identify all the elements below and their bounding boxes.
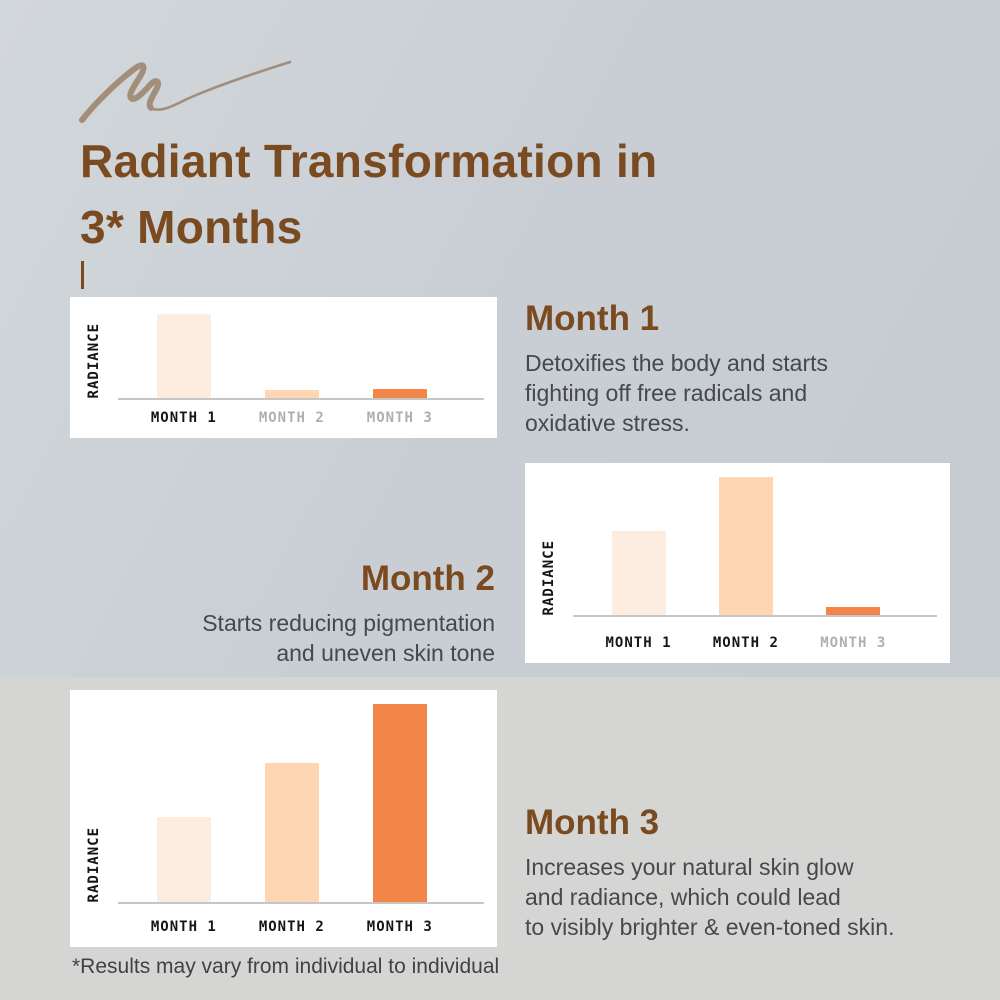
bar-month-2 xyxy=(264,763,319,902)
x-tick-month-2: MONTH 2 xyxy=(712,635,779,651)
x-tick-month-2: MONTH 2 xyxy=(258,919,325,935)
page-title: Radiant Transformation in 3* Months xyxy=(80,128,657,260)
bar-month-2 xyxy=(718,477,773,615)
bar-month-1 xyxy=(156,314,211,398)
description-line: and uneven skin tone xyxy=(276,640,495,666)
title-accent-line xyxy=(81,261,84,289)
x-tick-month-3: MONTH 3 xyxy=(820,635,887,651)
bar-month-3 xyxy=(372,704,427,902)
results-disclaimer: *Results may vary from individual to ind… xyxy=(72,955,500,978)
y-axis-label: RADIANCE xyxy=(541,539,557,615)
x-tick-month-1: MONTH 1 xyxy=(150,919,217,935)
x-tick-month-3: MONTH 3 xyxy=(366,919,433,935)
x-tick-month-1: MONTH 1 xyxy=(605,635,672,651)
month-2-description: Starts reducing pigmentation and uneven s… xyxy=(55,608,495,668)
x-tick-month-2: MONTH 2 xyxy=(258,410,325,426)
month-1-heading: Month 1 xyxy=(525,299,660,338)
description-line: Increases your natural skin glow xyxy=(525,854,854,880)
month-2-heading: Month 2 xyxy=(360,559,495,598)
bar-month-3 xyxy=(826,607,881,615)
bar-month-2 xyxy=(264,390,319,398)
radiance-chart-month-2: RADIANCE MONTH 1 MONTH 2 MONTH 3 xyxy=(525,463,950,663)
radiance-chart-month-1: RADIANCE MONTH 1 MONTH 2 MONTH 3 xyxy=(70,297,497,438)
description-line: Starts reducing pigmentation xyxy=(202,610,495,636)
description-line: and radiance, which could lead xyxy=(525,884,841,910)
month-3-description: Increases your natural skin glow and radi… xyxy=(525,852,985,942)
x-axis-labels: MONTH 1 MONTH 2 MONTH 3 xyxy=(118,400,484,438)
month-3-heading: Month 3 xyxy=(525,803,660,842)
y-axis-label: RADIANCE xyxy=(86,322,102,398)
page-title-line2: 3* Months xyxy=(80,201,303,253)
description-line: fighting off free radicals and xyxy=(525,380,808,406)
y-axis-label: RADIANCE xyxy=(86,826,102,902)
x-tick-month-3: MONTH 3 xyxy=(366,410,433,426)
pencil-squiggle-icon xyxy=(79,60,292,123)
description-line: oxidative stress. xyxy=(525,410,690,436)
bar-month-1 xyxy=(156,817,211,902)
x-tick-month-1: MONTH 1 xyxy=(150,410,217,426)
description-line: to visibly brighter & even-toned skin. xyxy=(525,914,895,940)
x-axis-labels: MONTH 1 MONTH 2 MONTH 3 xyxy=(573,625,937,663)
chart-plot-area xyxy=(573,471,937,617)
bar-month-3 xyxy=(372,389,427,398)
month-1-section: Month 1 Detoxifies the body and starts fi… xyxy=(525,299,955,438)
page-title-line1: Radiant Transformation in xyxy=(80,135,658,187)
description-line: Detoxifies the body and starts xyxy=(525,350,828,376)
x-axis-labels: MONTH 1 MONTH 2 MONTH 3 xyxy=(118,909,484,947)
month-3-section: Month 3 Increases your natural skin glow… xyxy=(525,803,985,942)
month-2-section: Month 2 Starts reducing pigmentation and … xyxy=(55,559,495,668)
month-1-description: Detoxifies the body and starts fighting o… xyxy=(525,348,955,438)
chart-plot-area xyxy=(118,305,484,400)
chart-plot-area xyxy=(118,698,484,904)
radiance-chart-month-3: RADIANCE MONTH 1 MONTH 2 MONTH 3 xyxy=(70,690,497,947)
bar-month-1 xyxy=(611,531,666,615)
